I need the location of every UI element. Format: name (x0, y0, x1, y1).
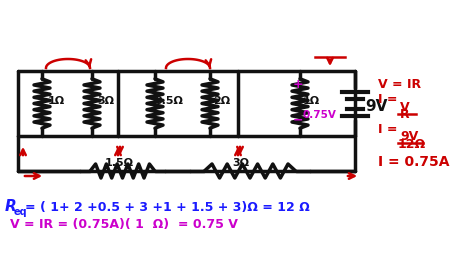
Text: 2Ω: 2Ω (213, 96, 230, 106)
Text: V = IR: V = IR (378, 78, 421, 91)
Text: I = 0.75A: I = 0.75A (378, 155, 449, 169)
Text: 3Ω: 3Ω (97, 96, 114, 106)
Text: I =: I = (378, 93, 398, 106)
Text: V = IR = (0.75A)( 1  Ω)  = 0.75 V: V = IR = (0.75A)( 1 Ω) = 0.75 V (10, 218, 238, 231)
Text: 9V: 9V (400, 130, 418, 143)
Text: 1.5Ω: 1.5Ω (105, 158, 134, 168)
Text: = ( 1+ 2 +0.5 + 3 +1 + 1.5 + 3)Ω = 12 Ω: = ( 1+ 2 +0.5 + 3 +1 + 1.5 + 3)Ω = 12 Ω (25, 201, 310, 214)
Text: 3Ω: 3Ω (232, 158, 249, 168)
Text: −: − (293, 113, 303, 126)
Text: 1Ω: 1Ω (303, 96, 320, 106)
Text: +: + (293, 78, 304, 91)
Text: 0.5Ω: 0.5Ω (155, 96, 184, 106)
Text: R: R (5, 199, 17, 214)
Text: R: R (400, 108, 410, 121)
Text: I =: I = (378, 123, 398, 136)
Text: eq: eq (14, 207, 27, 217)
Text: V: V (400, 101, 410, 114)
Text: 12Ω: 12Ω (398, 138, 426, 151)
Text: 0.75V: 0.75V (303, 110, 337, 120)
Text: 1Ω: 1Ω (48, 96, 65, 106)
Text: 9V: 9V (365, 99, 387, 114)
